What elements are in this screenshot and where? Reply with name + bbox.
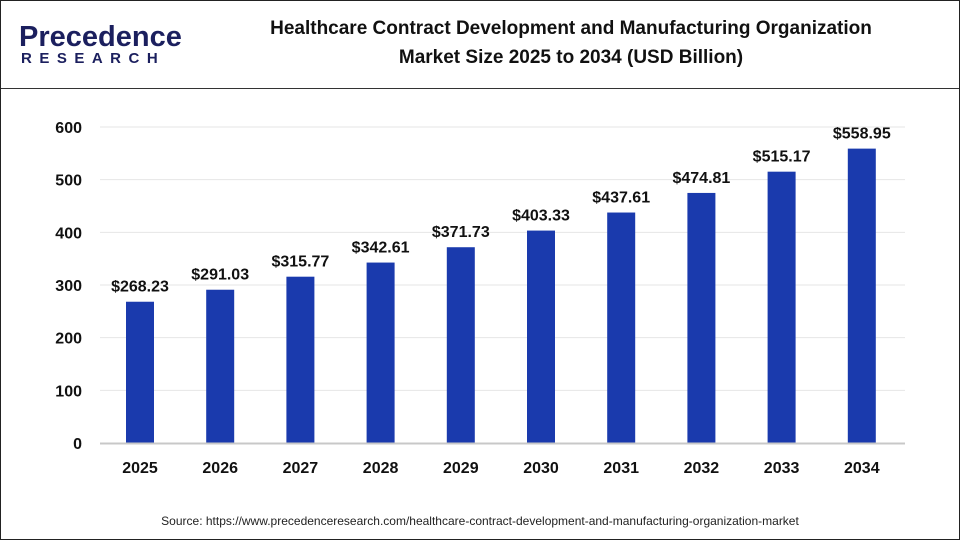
source-text: Source: https://www.precedenceresearch.c… <box>161 514 799 528</box>
data-label: $515.17 <box>753 149 811 166</box>
data-label: $315.77 <box>271 254 329 271</box>
y-tick-label: 200 <box>55 331 82 348</box>
x-tick-label: 2026 <box>202 460 238 477</box>
data-label: $268.23 <box>111 279 169 296</box>
logo-sub-text: RESEARCH <box>21 50 166 67</box>
data-label: $342.61 <box>352 240 410 257</box>
x-tick-label: 2025 <box>122 460 158 477</box>
x-tick-label: 2030 <box>523 460 559 477</box>
x-tick-label: 2031 <box>603 460 639 477</box>
bar <box>847 148 876 443</box>
x-tick-label: 2028 <box>363 460 399 477</box>
bar <box>286 276 315 443</box>
bar <box>687 192 716 443</box>
y-tick-label: 500 <box>55 173 82 190</box>
bar <box>206 289 235 443</box>
y-tick-label: 100 <box>55 383 82 400</box>
data-label: $291.03 <box>191 267 249 284</box>
x-tick-label: 2027 <box>283 460 319 477</box>
bar <box>607 212 636 443</box>
precedence-research-logo: Precedence RESEARCH <box>19 23 182 67</box>
x-tick-label: 2033 <box>764 460 800 477</box>
data-label: $403.33 <box>512 208 570 225</box>
y-tick-label: 600 <box>55 120 82 137</box>
chart-title: Healthcare Contract Development and Manu… <box>201 14 941 72</box>
bar <box>126 301 154 443</box>
bar-chart: 0 100 200 300 400 500 600 $268.23 2025 $291.03 202… <box>55 120 905 477</box>
x-tick-label: 2029 <box>443 460 479 477</box>
bar <box>767 171 796 443</box>
x-tick-label: 2034 <box>844 460 880 477</box>
x-tick-label: 2032 <box>684 460 720 477</box>
data-label: $474.81 <box>672 170 730 187</box>
bar <box>366 262 395 443</box>
bar <box>446 247 475 443</box>
bar <box>527 230 555 443</box>
data-label: $437.61 <box>592 190 650 207</box>
y-tick-label: 0 <box>73 436 82 453</box>
logo-main-text: Precedence <box>19 21 182 53</box>
title-line-1: Healthcare Contract Development and Manu… <box>270 18 872 39</box>
y-tick-label: 300 <box>55 278 82 295</box>
y-tick-label: 400 <box>55 225 82 242</box>
header: Precedence RESEARCH Healthcare Contract … <box>1 1 959 89</box>
title-line-2: Market Size 2025 to 2034 (USD Billion) <box>398 47 744 68</box>
data-label: $371.73 <box>432 224 490 241</box>
data-label: $558.95 <box>833 126 891 143</box>
